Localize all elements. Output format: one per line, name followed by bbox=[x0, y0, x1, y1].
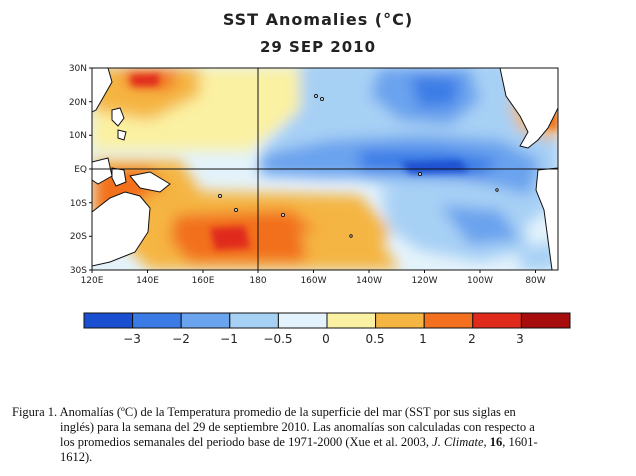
lat-labels: 30N 20N 10N EQ 10S 20S 30S bbox=[69, 64, 87, 276]
figure-caption: Figura 1. Anomalías (ºC) de la Temperatu… bbox=[12, 405, 627, 465]
colorbar-tick-label: −1 bbox=[220, 332, 238, 346]
colorbar-labels: −3 −2 −1 −0.5 0 0.5 1 2 3 bbox=[123, 332, 524, 346]
colorbar-tick-label: −3 bbox=[123, 332, 141, 346]
caption-line: inglés) para la semana del 29 de septiem… bbox=[60, 420, 535, 434]
colorbar-swatch bbox=[472, 312, 522, 329]
lon-label: 180 bbox=[249, 276, 266, 286]
lon-labels: 120E 140E 160E 180 160W 140W 120W 100W 8… bbox=[81, 276, 546, 286]
colorbar-tick-label: −2 bbox=[172, 332, 190, 346]
lat-label: 20S bbox=[70, 232, 87, 242]
colorbar-swatch bbox=[277, 312, 328, 329]
map-title: SST Anomalies (°C) bbox=[222, 10, 414, 29]
colorbar-tick-label: −0.5 bbox=[263, 332, 292, 346]
colorbar-swatch bbox=[229, 312, 279, 329]
caption-volume: 16 bbox=[489, 435, 503, 449]
colorbar-tick-label: 1 bbox=[419, 332, 427, 346]
lat-label: 10S bbox=[70, 199, 87, 209]
caption-journal: J. Climate bbox=[432, 435, 484, 449]
lon-label: 160W bbox=[300, 276, 326, 286]
lon-ticks bbox=[91, 270, 536, 273]
caption-line: 1612). bbox=[60, 450, 93, 464]
map-date: 29 SEP 2010 bbox=[259, 38, 377, 56]
land-masses bbox=[92, 68, 558, 270]
lon-label: 160E bbox=[192, 276, 215, 286]
lon-label: 120W bbox=[411, 276, 437, 286]
lon-label: 120E bbox=[81, 276, 104, 286]
colorbar-swatch bbox=[132, 312, 182, 329]
lat-label: 30N bbox=[69, 64, 87, 74]
lat-label: 30S bbox=[70, 266, 87, 276]
caption-text: los promedios semanales del periodo base… bbox=[60, 435, 430, 449]
lon-label: 140W bbox=[356, 276, 382, 286]
lat-ticks bbox=[89, 67, 92, 271]
colorbar-tick-label: 0.5 bbox=[365, 332, 384, 346]
colorbar-swatch bbox=[375, 312, 425, 329]
lat-label: EQ bbox=[74, 165, 87, 175]
colorbar-swatch bbox=[83, 312, 134, 329]
colorbar-tick-label: 2 bbox=[468, 332, 476, 346]
lat-label: 20N bbox=[69, 98, 87, 108]
anomaly-field bbox=[92, 68, 558, 270]
lon-label: 100W bbox=[467, 276, 493, 286]
colorbar-swatch bbox=[423, 312, 474, 329]
colorbar-swatch bbox=[180, 312, 231, 329]
caption-line: Figura 1. Anomalías (ºC) de la Temperatu… bbox=[12, 405, 516, 419]
colorbar bbox=[83, 312, 571, 329]
caption-line: los promedios semanales del periodo base… bbox=[60, 435, 538, 449]
lon-label: 80W bbox=[525, 276, 545, 286]
colorbar-swatch bbox=[326, 312, 377, 329]
colorbar-tick-label: 0 bbox=[322, 332, 330, 346]
sst-anomaly-map: 30N 20N 10N EQ 10S 20S 30S 120E 140E 160… bbox=[69, 64, 571, 346]
lon-label: 140E bbox=[136, 276, 159, 286]
caption-text: , 1601- bbox=[502, 435, 538, 449]
lat-label: 10N bbox=[69, 131, 87, 141]
colorbar-swatch bbox=[520, 312, 571, 329]
colorbar-tick-label: 3 bbox=[516, 332, 524, 346]
